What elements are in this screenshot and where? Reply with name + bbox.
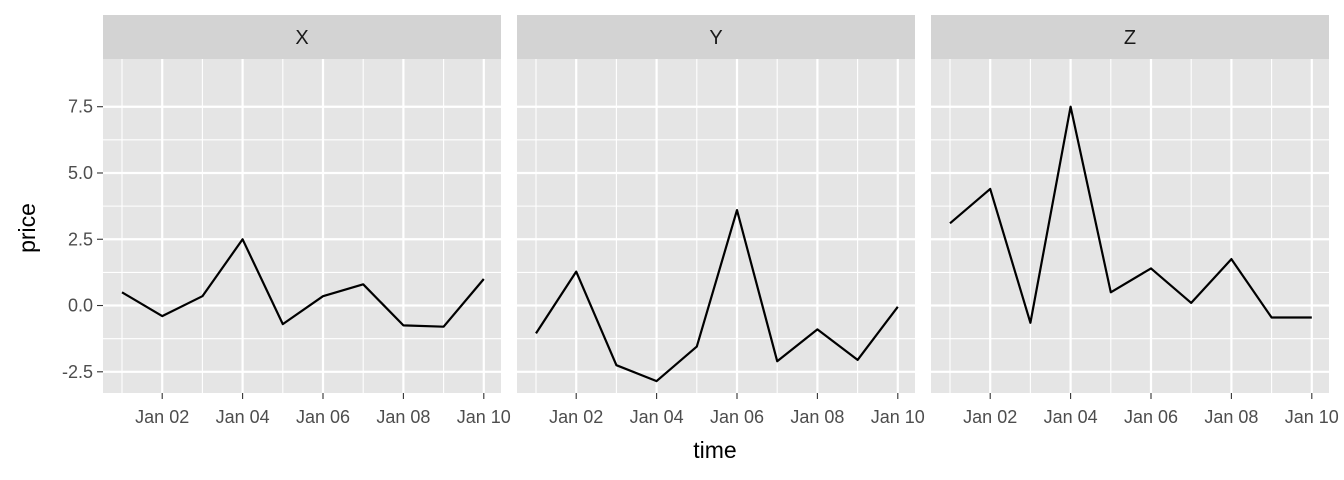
y-tick-label: 5.0 <box>68 163 93 183</box>
facet-strip-label: Z <box>1124 27 1136 49</box>
facet-strip <box>103 15 501 59</box>
panel-background <box>517 59 915 393</box>
panel-background <box>103 59 501 393</box>
facet-strip <box>517 15 915 59</box>
x-tick-label: Jan 04 <box>1044 407 1098 427</box>
panel-background <box>931 59 1329 393</box>
facet-strip-label: Y <box>709 27 722 49</box>
facet-strip <box>931 15 1329 59</box>
x-tick-label: Jan 06 <box>1124 407 1178 427</box>
x-tick-label: Jan 08 <box>790 407 844 427</box>
facet-panel-z: Z Jan 02 Jan 04 Jan 06 Jan 08 Jan 10 <box>931 15 1339 427</box>
x-axis-title: time <box>693 437 736 463</box>
y-tick-label: 0.0 <box>68 296 93 316</box>
x-tick-label: Jan 02 <box>549 407 603 427</box>
facet-panels: X Jan 02 Jan 04 Jan 06 Jan 08 Jan 10 Y Jan 02 Ja… <box>103 15 1339 427</box>
facet-panel-y: Y Jan 02 Jan 04 Jan 06 Jan 08 Jan 10 <box>517 15 925 427</box>
x-tick-label: Jan 10 <box>457 407 511 427</box>
x-tick-label: Jan 10 <box>1285 407 1339 427</box>
y-tick-label: -2.5 <box>62 362 93 382</box>
x-tick-label: Jan 06 <box>296 407 350 427</box>
series-line-y <box>535 209 899 383</box>
y-axis: -2.5 0.0 2.5 5.0 7.5 <box>62 97 103 382</box>
y-tick-label: 2.5 <box>68 229 93 249</box>
facet-strip-label: X <box>295 27 308 49</box>
x-tick-label: Jan 10 <box>871 407 925 427</box>
y-axis-title: price <box>14 203 40 253</box>
x-tick-label: Jan 06 <box>710 407 764 427</box>
series-line-x <box>121 238 485 328</box>
x-tick-label: Jan 04 <box>630 407 684 427</box>
series-line-z <box>949 105 1312 324</box>
x-tick-label: Jan 02 <box>135 407 189 427</box>
x-tick-label: Jan 08 <box>376 407 430 427</box>
x-tick-label: Jan 04 <box>216 407 270 427</box>
x-tick-label: Jan 08 <box>1204 407 1258 427</box>
y-tick-label: 7.5 <box>68 97 93 117</box>
facet-panel-x: X Jan 02 Jan 04 Jan 06 Jan 08 Jan 10 <box>103 15 511 427</box>
x-tick-label: Jan 02 <box>963 407 1017 427</box>
